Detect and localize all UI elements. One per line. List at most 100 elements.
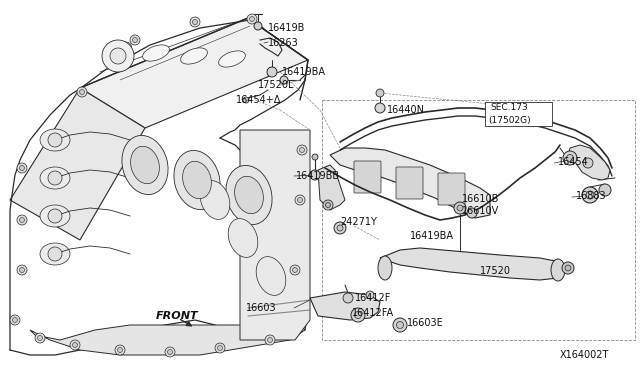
Text: X164002T: X164002T <box>560 350 609 360</box>
Circle shape <box>582 187 598 203</box>
Circle shape <box>334 222 346 234</box>
Ellipse shape <box>40 129 70 151</box>
Ellipse shape <box>256 257 286 295</box>
Polygon shape <box>240 130 310 340</box>
Circle shape <box>300 148 305 153</box>
Circle shape <box>168 350 173 355</box>
Circle shape <box>265 335 275 345</box>
Text: 17520L: 17520L <box>258 80 294 90</box>
Ellipse shape <box>143 45 170 61</box>
Ellipse shape <box>182 161 211 199</box>
Circle shape <box>115 345 125 355</box>
Ellipse shape <box>551 259 565 281</box>
FancyBboxPatch shape <box>396 167 423 199</box>
Text: FRONT: FRONT <box>156 311 198 321</box>
Circle shape <box>193 19 198 25</box>
Circle shape <box>586 191 594 199</box>
Circle shape <box>337 225 343 231</box>
Circle shape <box>298 198 303 202</box>
Circle shape <box>17 265 27 275</box>
Ellipse shape <box>219 51 245 67</box>
Circle shape <box>72 343 77 347</box>
Ellipse shape <box>235 176 264 214</box>
FancyBboxPatch shape <box>438 173 465 205</box>
Polygon shape <box>310 292 380 320</box>
FancyBboxPatch shape <box>485 102 552 126</box>
Circle shape <box>295 195 305 205</box>
Circle shape <box>218 346 223 350</box>
Circle shape <box>366 291 374 299</box>
Circle shape <box>565 265 571 271</box>
FancyBboxPatch shape <box>354 161 381 193</box>
Circle shape <box>454 202 466 214</box>
Text: 16454+Δ: 16454+Δ <box>236 95 282 105</box>
Polygon shape <box>330 148 490 218</box>
Circle shape <box>48 171 62 185</box>
Circle shape <box>376 89 384 97</box>
Circle shape <box>79 90 84 94</box>
Circle shape <box>48 133 62 147</box>
Text: 16610B: 16610B <box>462 194 499 204</box>
Circle shape <box>13 317 17 323</box>
Text: SEC.173: SEC.173 <box>490 103 528 112</box>
Polygon shape <box>318 165 345 210</box>
Text: 16610V: 16610V <box>462 206 499 216</box>
Text: 16883: 16883 <box>576 191 607 201</box>
Circle shape <box>110 48 126 64</box>
Polygon shape <box>380 248 560 280</box>
Circle shape <box>292 267 298 273</box>
Circle shape <box>563 151 577 165</box>
Text: 16263: 16263 <box>268 38 299 48</box>
Text: 16419BA: 16419BA <box>282 67 326 77</box>
Circle shape <box>130 35 140 45</box>
Circle shape <box>583 158 593 168</box>
Circle shape <box>48 247 62 261</box>
Ellipse shape <box>40 243 70 265</box>
Text: 16603: 16603 <box>246 303 276 313</box>
Ellipse shape <box>180 48 207 64</box>
Circle shape <box>280 76 288 84</box>
Ellipse shape <box>200 180 230 219</box>
Text: 16412FA: 16412FA <box>352 308 394 318</box>
Ellipse shape <box>226 166 272 225</box>
Ellipse shape <box>122 135 168 195</box>
Polygon shape <box>10 88 145 240</box>
Circle shape <box>165 347 175 357</box>
Circle shape <box>19 166 24 170</box>
Text: 24271Y: 24271Y <box>340 217 377 227</box>
Text: 16454: 16454 <box>558 157 589 167</box>
Circle shape <box>375 103 385 113</box>
Ellipse shape <box>40 205 70 227</box>
Ellipse shape <box>40 167 70 189</box>
Ellipse shape <box>378 256 392 280</box>
Text: 16419BA: 16419BA <box>410 231 454 241</box>
Circle shape <box>254 22 262 30</box>
Circle shape <box>351 308 365 322</box>
Circle shape <box>243 97 249 103</box>
Circle shape <box>77 87 87 97</box>
Polygon shape <box>80 18 308 128</box>
Circle shape <box>267 67 277 77</box>
Circle shape <box>268 337 273 343</box>
Text: 16419B: 16419B <box>268 23 305 33</box>
Circle shape <box>310 170 320 180</box>
Circle shape <box>250 16 255 22</box>
Circle shape <box>19 218 24 222</box>
Text: 16412F: 16412F <box>355 293 392 303</box>
Circle shape <box>467 208 477 218</box>
Circle shape <box>118 347 122 353</box>
Text: 16603E: 16603E <box>407 318 444 328</box>
Circle shape <box>35 333 45 343</box>
Circle shape <box>215 343 225 353</box>
Text: (17502G): (17502G) <box>488 115 531 125</box>
Ellipse shape <box>228 219 258 257</box>
Ellipse shape <box>104 42 131 58</box>
Circle shape <box>297 145 307 155</box>
Circle shape <box>290 265 300 275</box>
Circle shape <box>48 209 62 223</box>
Text: 16440N: 16440N <box>387 105 425 115</box>
Circle shape <box>326 202 330 208</box>
Circle shape <box>17 215 27 225</box>
Circle shape <box>132 38 138 42</box>
Circle shape <box>457 205 463 211</box>
